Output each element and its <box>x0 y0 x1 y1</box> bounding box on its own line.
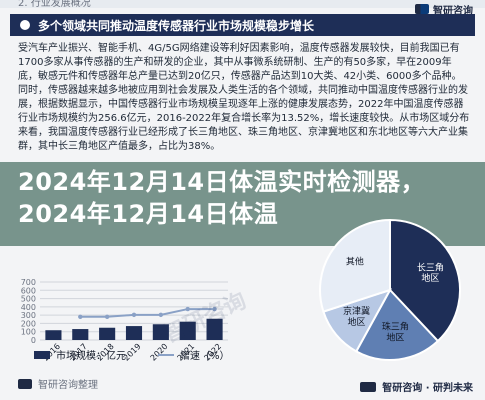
growth-line <box>80 308 215 318</box>
source: 智研咨询整理 <box>18 376 98 391</box>
y-tick-label: 100 <box>21 328 36 337</box>
page-title: 多个领域共同推动温度传感器行业市场规模稳步增长 <box>10 14 475 36</box>
bullet-icon <box>20 20 30 30</box>
bar <box>125 326 143 340</box>
bar <box>206 318 223 340</box>
y-tick-label: 700 <box>21 278 36 287</box>
y-tick-label: 600 <box>21 286 36 295</box>
bar <box>99 327 116 340</box>
brand-name: 智研咨询 <box>433 5 473 17</box>
legend-market-size-label: 市场规模：亿元 <box>56 351 126 362</box>
pie-label: 珠三角地区 <box>382 320 409 343</box>
pie-label: 其他 <box>346 255 364 267</box>
section-breadcrumb: 2. 行业发展概况 <box>18 0 91 9</box>
pie-label: 长三角地区 <box>417 261 444 284</box>
bar <box>72 329 89 340</box>
brand: 智研咨询 <box>415 0 473 18</box>
brand-logo-icon <box>415 4 429 14</box>
legend-growth: 增速（%） <box>158 347 230 362</box>
overlay-banner-text: 2024年12月14日体温实时检测器，2024年12月14日体温 <box>18 168 426 228</box>
pie-label: 京津冀地区 <box>343 305 370 328</box>
footer-text: 智研咨询 · 研判未来 <box>382 383 473 394</box>
pie-slice <box>354 288 440 361</box>
y-tick-label: 300 <box>21 311 36 320</box>
chart-legend: 市场规模：亿元 增速（%） <box>34 347 230 362</box>
bar <box>45 330 62 340</box>
top-bar: 2. 行业发展概况 <box>0 0 485 9</box>
bar <box>152 324 169 340</box>
y-tick-label: 0 <box>31 336 36 345</box>
legend-growth-label: 增速（%） <box>180 351 230 362</box>
page-title-text: 多个领域共同推动温度传感器行业市场规模稳步增长 <box>38 18 315 33</box>
bar <box>179 321 196 340</box>
legend-market-size: 市场规模：亿元 <box>34 347 126 362</box>
source-text: 智研咨询整理 <box>38 380 98 391</box>
legend-swatch-line <box>158 353 174 356</box>
footer-logo-icon <box>360 381 377 392</box>
y-tick-label: 400 <box>21 303 36 312</box>
pie-slice <box>319 218 391 313</box>
y-tick-label: 500 <box>21 295 36 304</box>
source-logo-icon <box>18 378 32 389</box>
body-paragraph: 受汽车产业振兴、智能手机、4G/5G网络建设等利好因素影响，温度传感器发展较快，… <box>18 43 470 152</box>
legend-swatch-bar <box>34 350 50 359</box>
footer: 智研咨询 · 研判未来 <box>360 379 473 394</box>
y-tick-label: 200 <box>21 319 36 328</box>
pie-slice <box>389 218 461 343</box>
